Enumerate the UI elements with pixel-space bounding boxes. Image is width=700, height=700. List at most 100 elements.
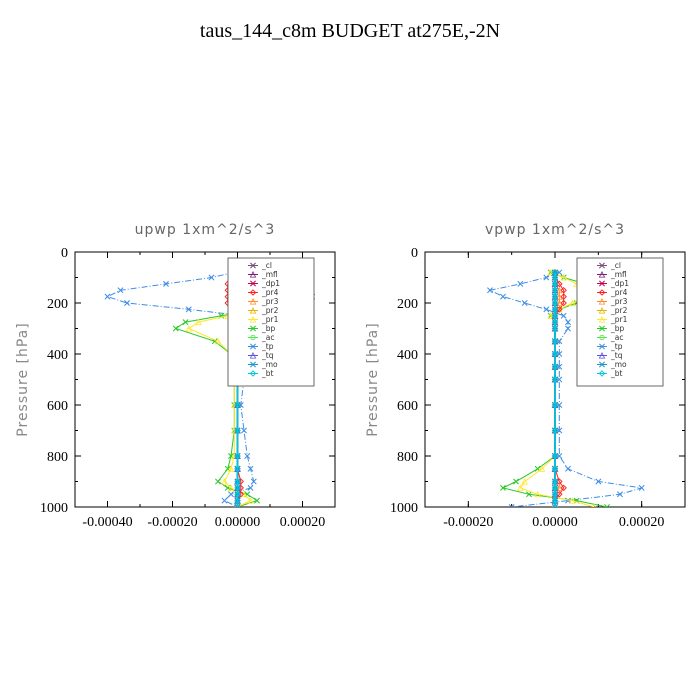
x-tick-label: -0.00020	[443, 515, 493, 530]
series-point	[543, 306, 550, 313]
series-point	[543, 274, 550, 281]
series-point	[551, 376, 559, 383]
legend-marker	[598, 271, 606, 278]
legend-marker	[598, 370, 606, 377]
series-point	[487, 287, 493, 294]
legend-label: _pr2	[261, 306, 279, 315]
series-point	[551, 306, 559, 313]
legend-marker	[599, 334, 605, 341]
page-title: taus_144_c8m BUDGET at275E,-2N	[199, 20, 501, 42]
y-tick-label: 400	[47, 348, 68, 363]
series-point	[247, 465, 254, 472]
legend-label: _pr4	[610, 288, 628, 297]
series-point	[560, 312, 567, 319]
y-tick-label: 600	[47, 399, 68, 414]
series-point	[234, 503, 241, 507]
series-point	[244, 453, 251, 459]
legend-label: _bt	[261, 369, 274, 378]
series-point	[124, 300, 130, 306]
legend-marker	[249, 370, 257, 377]
series-point	[228, 453, 234, 459]
series-point	[551, 299, 559, 307]
series-point	[240, 490, 248, 498]
legend-label: _pr4	[261, 288, 279, 297]
series-point	[521, 300, 528, 306]
legend-label: _pr1	[261, 315, 279, 324]
series-point	[526, 491, 532, 498]
series-point	[508, 504, 515, 507]
legend-label: _ac	[610, 333, 623, 342]
series-point	[215, 478, 221, 485]
series-point	[117, 287, 124, 294]
series-point	[247, 484, 254, 491]
series-point	[551, 318, 559, 326]
series-point	[565, 319, 571, 326]
legend-marker	[249, 316, 257, 323]
y-tick-label: 800	[397, 450, 418, 465]
series-point	[247, 497, 254, 504]
series-point	[551, 484, 559, 492]
series-point	[560, 484, 567, 492]
series-point	[556, 491, 563, 498]
legend-label: _mfl	[261, 270, 278, 279]
panel-title: vpwp 1xm^2/s^3	[485, 222, 625, 238]
series-point	[234, 484, 241, 492]
y-tick-label: 0	[411, 246, 418, 261]
series-point	[560, 299, 567, 307]
legend-label: _dp1	[610, 279, 629, 288]
series-point	[560, 274, 567, 281]
legend-label: _tq	[261, 351, 274, 360]
series-point	[221, 497, 228, 504]
series-point	[556, 280, 563, 288]
series-point	[551, 280, 559, 288]
series-point	[551, 497, 559, 504]
y-tick-label: 800	[47, 450, 68, 465]
legend-marker	[598, 316, 606, 323]
legend-marker	[599, 262, 605, 269]
series-point	[552, 504, 558, 507]
legend-label: _pr1	[610, 315, 628, 324]
legend-label: _bp	[261, 324, 276, 333]
series-point	[234, 401, 241, 409]
series-point	[234, 465, 241, 472]
series-point	[185, 325, 192, 332]
series-point	[195, 318, 202, 326]
legend-marker	[599, 343, 605, 350]
legend-marker	[599, 280, 605, 287]
legend-label: _dp1	[261, 279, 280, 288]
legend-marker	[249, 289, 257, 296]
series-point	[234, 491, 241, 498]
panel-title: upwp 1xm^2/s^3	[135, 222, 276, 238]
series-point	[551, 478, 559, 485]
series-point	[234, 427, 241, 434]
series-point	[234, 452, 241, 460]
series-point	[551, 350, 559, 358]
series-point	[500, 484, 506, 491]
x-tick-label: 0.00000	[532, 515, 578, 530]
y-tick-label: 0	[61, 246, 68, 261]
legend-label: _mo	[261, 360, 278, 369]
legend-label: _ac	[261, 333, 274, 342]
series-point	[551, 312, 559, 319]
series-line-tp	[106, 271, 265, 507]
series-point	[254, 497, 260, 504]
legend-label: _mfl	[610, 270, 627, 279]
series-point	[250, 478, 257, 485]
legend-marker	[598, 352, 606, 359]
y-axis-label: Pressure [hPa]	[15, 322, 31, 436]
series-point	[104, 293, 111, 300]
legend-label: _tq	[610, 351, 623, 360]
series-point	[234, 478, 241, 485]
series-point	[551, 503, 559, 507]
series-point	[551, 427, 559, 434]
series-point	[538, 465, 546, 472]
series-point	[234, 497, 241, 504]
legend-marker	[249, 352, 257, 359]
series-point	[595, 478, 602, 485]
series-point	[551, 293, 559, 300]
legend-marker	[599, 325, 605, 332]
series-point	[517, 280, 524, 287]
y-axis-label: Pressure [hPa]	[365, 322, 381, 436]
x-tick-label: -0.00040	[82, 515, 132, 530]
